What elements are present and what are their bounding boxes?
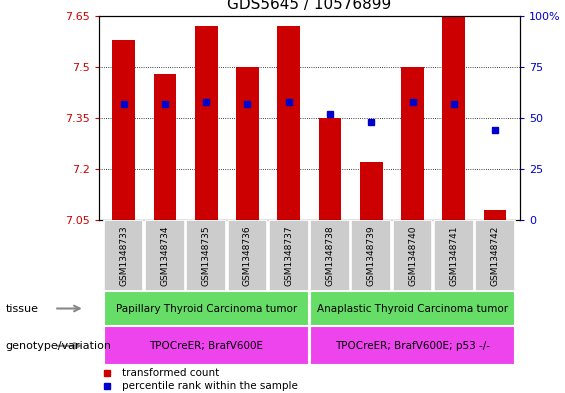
- Text: GSM1348741: GSM1348741: [449, 225, 458, 286]
- Text: GSM1348736: GSM1348736: [243, 225, 252, 286]
- Text: TPOCreER; BrafV600E; p53 -/-: TPOCreER; BrafV600E; p53 -/-: [335, 341, 490, 351]
- Bar: [434, 220, 473, 291]
- Bar: [310, 220, 350, 291]
- Text: GSM1348737: GSM1348737: [284, 225, 293, 286]
- Text: GSM1348742: GSM1348742: [490, 225, 499, 286]
- Text: GSM1348733: GSM1348733: [119, 225, 128, 286]
- Text: transformed count: transformed count: [122, 368, 219, 378]
- Text: GSM1348734: GSM1348734: [160, 225, 170, 286]
- Text: GSM1348740: GSM1348740: [408, 225, 417, 286]
- Bar: [475, 220, 515, 291]
- Bar: [484, 210, 506, 220]
- Bar: [104, 291, 308, 326]
- Text: genotype/variation: genotype/variation: [6, 341, 112, 351]
- Text: Papillary Thyroid Carcinoma tumor: Papillary Thyroid Carcinoma tumor: [116, 303, 297, 314]
- Text: GSM1348739: GSM1348739: [367, 225, 376, 286]
- Bar: [442, 16, 465, 220]
- Bar: [310, 291, 515, 326]
- Bar: [154, 73, 176, 220]
- Bar: [145, 220, 185, 291]
- Bar: [351, 220, 391, 291]
- Text: percentile rank within the sample: percentile rank within the sample: [122, 381, 298, 391]
- Text: TPOCreER; BrafV600E: TPOCreER; BrafV600E: [149, 341, 263, 351]
- Title: GDS5645 / 10576899: GDS5645 / 10576899: [227, 0, 392, 12]
- Bar: [277, 26, 300, 220]
- Text: GSM1348738: GSM1348738: [325, 225, 334, 286]
- Bar: [236, 67, 259, 220]
- Bar: [401, 67, 424, 220]
- Text: tissue: tissue: [6, 303, 38, 314]
- Bar: [310, 326, 515, 365]
- Bar: [360, 162, 383, 220]
- Text: Anaplastic Thyroid Carcinoma tumor: Anaplastic Thyroid Carcinoma tumor: [317, 303, 508, 314]
- Bar: [319, 118, 341, 220]
- Bar: [393, 220, 432, 291]
- Bar: [112, 40, 135, 220]
- Bar: [195, 26, 218, 220]
- Text: GSM1348735: GSM1348735: [202, 225, 211, 286]
- Bar: [104, 326, 308, 365]
- Bar: [186, 220, 226, 291]
- Bar: [104, 220, 144, 291]
- Bar: [269, 220, 308, 291]
- Bar: [228, 220, 267, 291]
